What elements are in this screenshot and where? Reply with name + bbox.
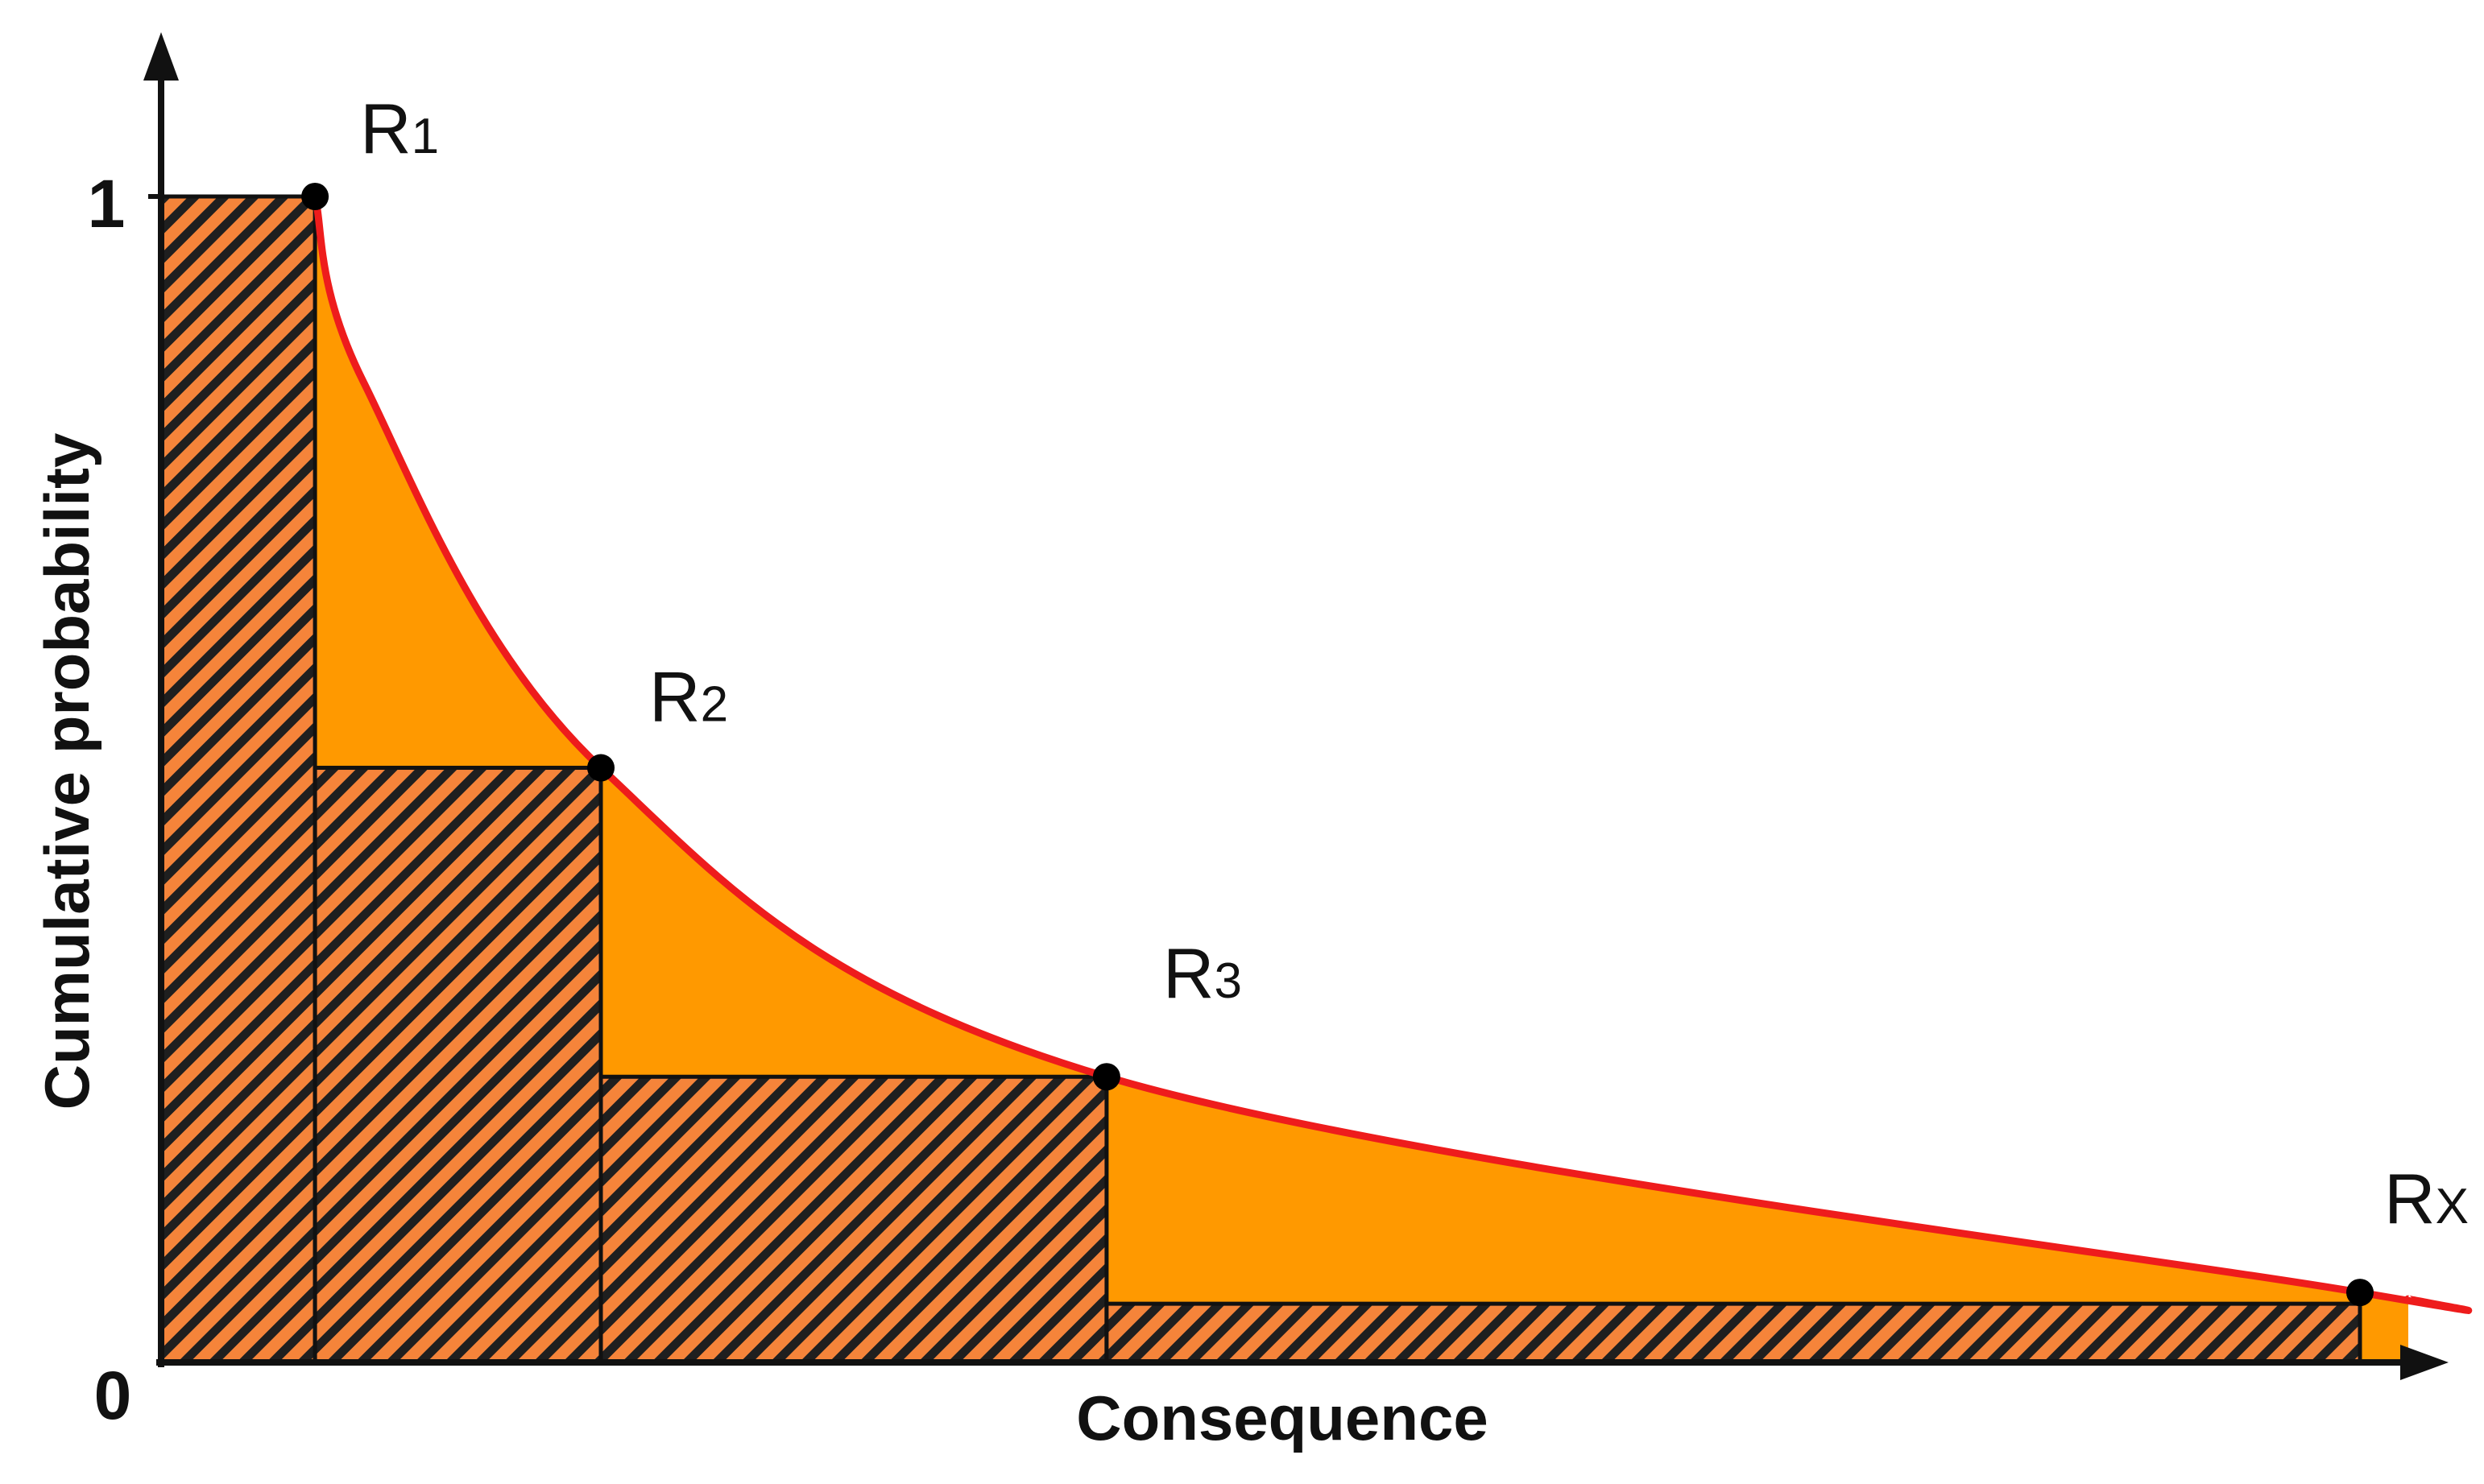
x-axis-label: Consequence [1076, 1383, 1488, 1453]
point-R1 [301, 183, 329, 210]
point-label-subscript: 1 [412, 109, 439, 164]
y-axis-arrowhead [143, 32, 179, 81]
point-label-main: R [2384, 1159, 2436, 1238]
point-label-R1: R1 [360, 89, 439, 168]
y-tick-label-1: 1 [88, 166, 126, 242]
hatched-step-2 [313, 766, 603, 1365]
point-label-subscript: 3 [1214, 953, 1241, 1009]
point-label-R3: R3 [1163, 933, 1242, 1013]
point-label-R2: R2 [649, 657, 728, 737]
y-axis-label: Cumulative probability [31, 433, 102, 1110]
point-label-RX: RX [2384, 1159, 2469, 1238]
point-RX [2346, 1279, 2374, 1307]
y-tick-label-0: 0 [94, 1358, 132, 1433]
hatched-step-1 [159, 194, 317, 1365]
point-label-main: R [649, 657, 701, 737]
point-label-subscript: 2 [701, 677, 728, 733]
area-under-curve [161, 196, 2469, 1362]
x-axis-arrowhead [2400, 1345, 2449, 1380]
point-label-main: R [1163, 933, 1215, 1013]
hatched-step-4 [1104, 1301, 2362, 1365]
point-label-main: R [360, 89, 412, 168]
point-R3 [1092, 1063, 1120, 1091]
point-label-subscript: X [2436, 1179, 2469, 1234]
hatched-steps [159, 194, 2362, 1365]
axes [143, 32, 2449, 1380]
point-R2 [587, 754, 615, 782]
hatched-step-3 [598, 1074, 1109, 1365]
